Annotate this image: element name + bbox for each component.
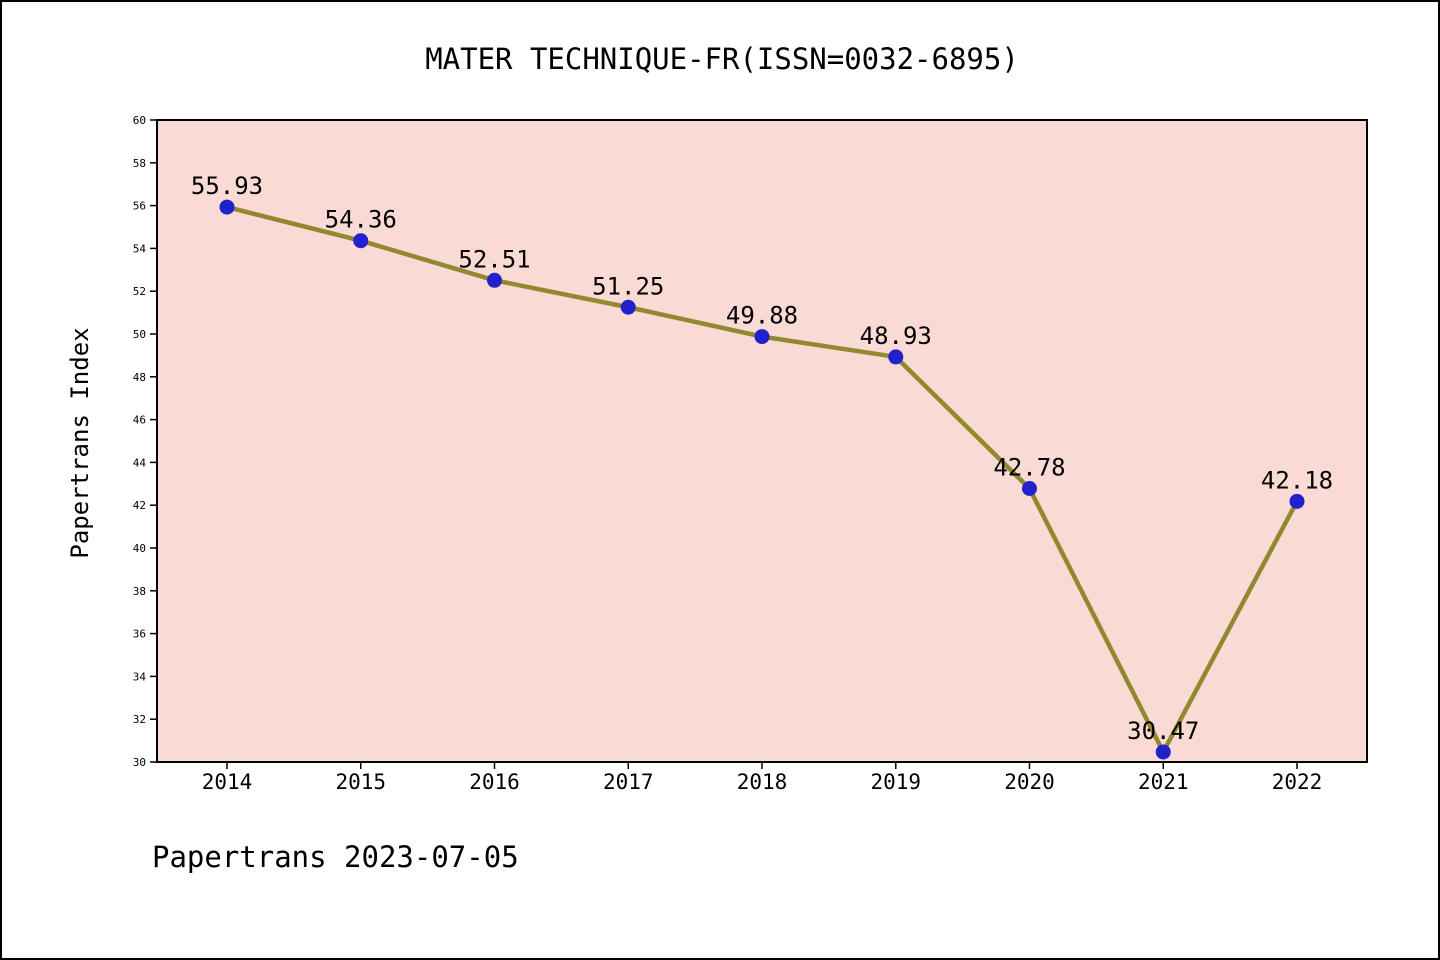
data-point-marker (219, 199, 235, 215)
plot-area (156, 119, 1368, 763)
data-point-marker (353, 233, 369, 249)
y-tick-label: 46 (133, 414, 146, 427)
y-tick-label: 54 (133, 242, 147, 255)
chart-title: MATER TECHNIQUE-FR(ISSN=0032-6895) (425, 42, 1019, 76)
x-tick-label: 2016 (469, 770, 520, 794)
y-tick-label: 48 (133, 371, 146, 384)
x-tick-label: 2019 (870, 770, 921, 794)
x-tick-label: 2020 (1004, 770, 1055, 794)
x-tick-label: 2021 (1138, 770, 1189, 794)
data-point-marker (620, 299, 636, 315)
data-point-label: 42.78 (993, 454, 1065, 482)
x-tick-label: 2018 (737, 770, 788, 794)
y-tick-label: 42 (133, 499, 146, 512)
data-point-marker (1289, 493, 1305, 509)
data-point-label: 48.93 (860, 322, 932, 350)
x-tick-label: 2015 (335, 770, 386, 794)
y-tick-label: 30 (133, 756, 146, 769)
y-tick-label: 50 (133, 328, 146, 341)
data-point-marker (754, 329, 770, 345)
data-point-label: 30.47 (1127, 717, 1199, 745)
data-point-label: 52.51 (458, 245, 530, 273)
y-tick-label: 32 (133, 713, 146, 726)
data-point-label: 49.88 (726, 302, 798, 330)
y-tick-label: 34 (133, 670, 147, 683)
data-point-label: 54.36 (325, 206, 397, 234)
data-point-marker (1022, 481, 1037, 497)
footer-caption: Papertrans 2023-07-05 (152, 840, 519, 874)
data-point-marker (888, 349, 904, 365)
y-tick-label: 52 (133, 285, 146, 298)
data-point-label: 55.93 (191, 172, 263, 200)
data-point-label: 51.25 (592, 272, 664, 300)
x-tick-label: 2017 (603, 770, 654, 794)
data-point-marker (1155, 744, 1171, 760)
y-tick-label: 44 (133, 456, 147, 469)
x-tick-label: 2014 (202, 770, 253, 794)
data-point-marker (487, 272, 502, 288)
x-tick-label: 2022 (1272, 770, 1323, 794)
y-tick-label: 38 (133, 585, 146, 598)
y-tick-label: 58 (133, 157, 146, 170)
y-tick-label: 40 (133, 542, 146, 555)
y-tick-label: 60 (133, 114, 146, 127)
y-tick-label: 36 (133, 628, 146, 641)
data-point-label: 42.18 (1261, 466, 1333, 494)
y-tick-label: 56 (133, 200, 146, 213)
